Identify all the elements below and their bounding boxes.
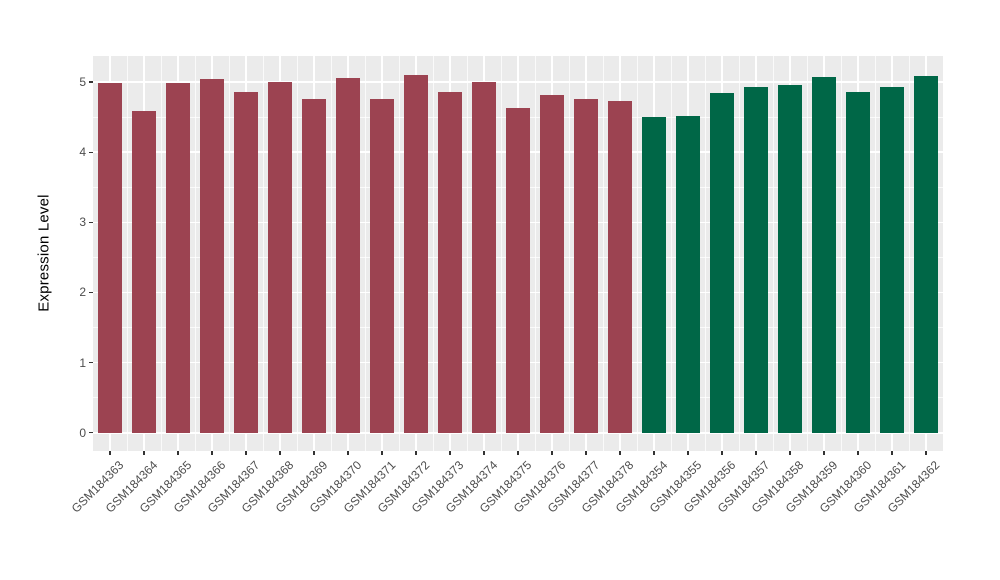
x-minor-gridline	[262, 56, 264, 451]
x-tick-mark	[211, 451, 213, 455]
bar-GSM184359	[812, 77, 836, 433]
x-tick-mark	[483, 451, 485, 455]
bar-GSM184375	[506, 107, 530, 433]
y-tick-label: 3	[79, 215, 86, 230]
x-tick-mark	[653, 451, 655, 455]
x-tick-mark	[721, 451, 723, 455]
bar-GSM184366	[200, 79, 224, 433]
x-minor-gridline	[160, 56, 162, 451]
y-tick-mark	[88, 432, 93, 434]
x-tick-mark	[857, 451, 859, 455]
y-tick-mark	[88, 151, 93, 153]
x-tick-mark	[755, 451, 757, 455]
x-minor-gridline	[500, 56, 502, 451]
bar-GSM184361	[880, 86, 904, 433]
x-minor-gridline	[296, 56, 298, 451]
bar-GSM184355	[676, 115, 700, 433]
bar-GSM184373	[438, 92, 462, 433]
x-tick-mark	[245, 451, 247, 455]
x-minor-gridline	[704, 56, 706, 451]
x-tick-mark	[449, 451, 451, 455]
plot-panel	[93, 56, 943, 451]
x-minor-gridline	[806, 56, 808, 451]
x-minor-gridline	[126, 56, 128, 451]
x-minor-gridline	[670, 56, 672, 451]
x-minor-gridline	[908, 56, 910, 451]
x-tick-mark	[789, 451, 791, 455]
y-axis-title: Expression Level	[35, 194, 53, 312]
y-tick-label: 1	[79, 355, 86, 370]
x-tick-mark	[143, 451, 145, 455]
x-tick-mark	[551, 451, 553, 455]
x-tick-mark	[585, 451, 587, 455]
x-minor-gridline	[330, 56, 332, 451]
x-minor-gridline	[636, 56, 638, 451]
x-minor-gridline	[466, 56, 468, 451]
x-tick-mark	[687, 451, 689, 455]
bar-GSM184367	[234, 91, 258, 433]
bar-GSM184378	[608, 100, 632, 433]
x-minor-gridline	[568, 56, 570, 451]
bar-GSM184369	[302, 98, 326, 433]
x-tick-mark	[313, 451, 315, 455]
y-tick-label: 2	[79, 285, 86, 300]
x-tick-mark	[619, 451, 621, 455]
x-tick-mark	[177, 451, 179, 455]
x-tick-mark	[823, 451, 825, 455]
y-tick-label: 5	[79, 74, 86, 89]
y-tick-label: 0	[79, 425, 86, 440]
x-tick-mark	[279, 451, 281, 455]
bar-GSM184358	[778, 84, 802, 433]
x-minor-gridline	[432, 56, 434, 451]
x-tick-mark	[891, 451, 893, 455]
y-tick-label: 4	[79, 145, 86, 160]
y-tick-mark	[88, 291, 93, 294]
x-tick-mark	[109, 451, 111, 455]
y-tick-mark	[88, 361, 93, 364]
x-minor-gridline	[398, 56, 400, 451]
bar-GSM184370	[336, 77, 360, 433]
x-minor-gridline	[840, 56, 842, 451]
x-minor-gridline	[772, 56, 774, 451]
x-minor-gridline	[364, 56, 366, 451]
bar-GSM184363	[98, 83, 122, 433]
x-tick-mark	[415, 451, 417, 455]
bar-GSM184357	[744, 86, 768, 433]
x-tick-mark	[517, 451, 519, 455]
bar-GSM184371	[370, 99, 394, 433]
x-minor-gridline	[534, 56, 536, 451]
x-minor-gridline	[602, 56, 604, 451]
bar-GSM184362	[914, 75, 938, 433]
bar-GSM184360	[846, 92, 870, 433]
bar-GSM184365	[166, 82, 190, 433]
bar-GSM184376	[540, 94, 564, 433]
bar-GSM184372	[404, 74, 428, 433]
bar-GSM184374	[472, 81, 496, 433]
x-minor-gridline	[194, 56, 196, 451]
bar-GSM184356	[710, 93, 734, 433]
x-minor-gridline	[228, 56, 230, 451]
bar-GSM184368	[268, 81, 292, 433]
x-tick-mark	[347, 451, 349, 455]
x-minor-gridline	[874, 56, 876, 451]
bar-GSM184377	[574, 99, 598, 433]
bar-GSM184354	[642, 117, 666, 433]
y-tick-mark	[88, 81, 93, 83]
bar-GSM184364	[132, 110, 156, 433]
x-tick-mark	[925, 451, 927, 455]
y-tick-mark	[88, 221, 93, 223]
x-tick-mark	[381, 451, 383, 455]
x-minor-gridline	[738, 56, 740, 451]
